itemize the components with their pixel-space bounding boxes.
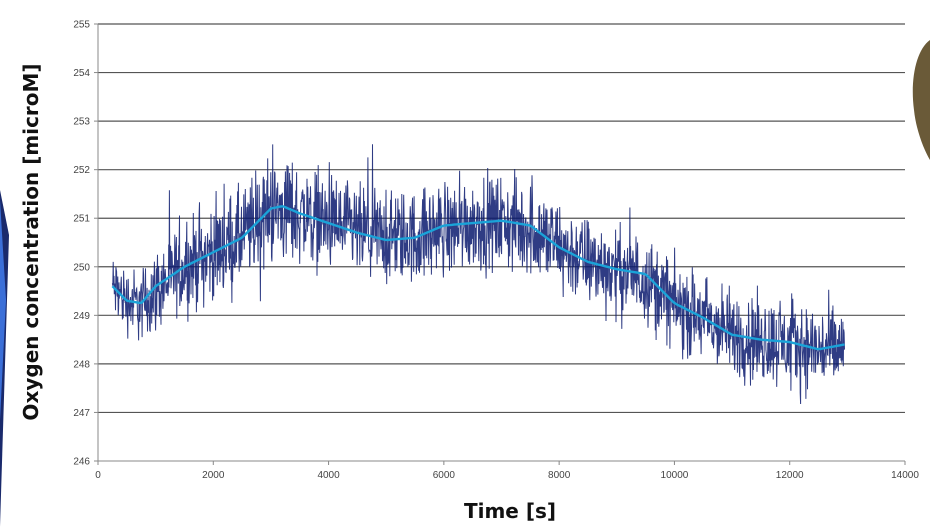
raw-series-line xyxy=(111,144,845,405)
y-tick-label: 248 xyxy=(73,359,90,370)
y-tick-label: 252 xyxy=(73,165,90,176)
x-tick-labels: 0 2000 4000 6000 8000 10000 12000 14000 xyxy=(95,461,919,481)
x-axis-label: Time [s] xyxy=(464,499,556,523)
x-tick-label: 2000 xyxy=(202,470,225,481)
y-tick-label: 255 xyxy=(73,20,90,31)
x-tick-label: 4000 xyxy=(317,470,340,481)
y-tick-label: 246 xyxy=(73,457,90,468)
x-tick-label: 0 xyxy=(95,470,101,481)
y-tick-label: 247 xyxy=(73,408,90,419)
x-tick-label: 14000 xyxy=(891,470,919,481)
y-tick-label: 253 xyxy=(73,117,90,128)
left-decoration xyxy=(0,0,14,527)
y-tick-label: 250 xyxy=(73,262,90,273)
y-tick-label: 249 xyxy=(73,311,90,322)
right-decoration xyxy=(912,40,930,160)
y-tick-labels: 246 247 248 249 250 251 252 253 254 255 xyxy=(73,20,98,468)
x-tick-label: 8000 xyxy=(548,470,571,481)
plot-area xyxy=(111,144,845,405)
y-tick-label: 251 xyxy=(73,214,90,225)
smoothed-series-line xyxy=(111,205,845,351)
x-tick-label: 6000 xyxy=(433,470,456,481)
axes xyxy=(97,24,905,462)
x-tick-label: 10000 xyxy=(661,470,689,481)
y-axis-label: Oxygen concentration [microM] xyxy=(19,63,43,420)
y-tick-label: 254 xyxy=(73,68,90,79)
x-tick-label: 12000 xyxy=(776,470,804,481)
